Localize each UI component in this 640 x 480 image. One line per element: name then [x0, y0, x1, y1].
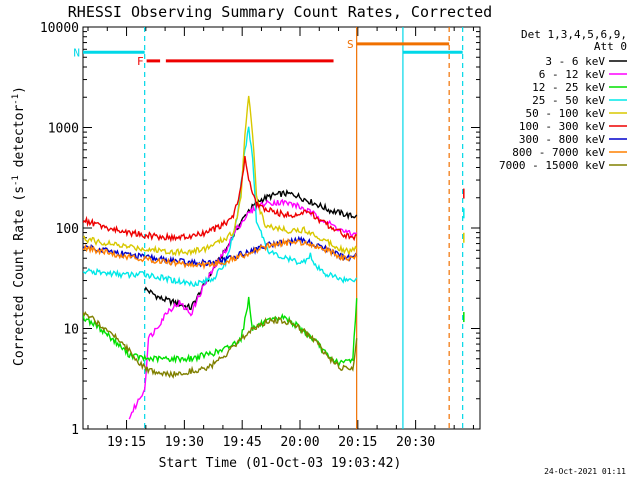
y-tick-label: 1000	[48, 122, 79, 137]
legend-label: 7000 - 15000 keV	[499, 159, 605, 172]
legend-header: Det 1,3,4,5,6,9,	[521, 28, 627, 41]
series-line	[83, 155, 357, 243]
series-line	[83, 126, 358, 287]
legend-label: 800 - 7000 keV	[512, 146, 605, 159]
flag-label: N	[73, 46, 80, 59]
x-tick-label: 20:15	[338, 435, 377, 450]
x-axis-label: Start Time (01-Oct-03 19:03:42)	[159, 456, 402, 471]
series-line	[83, 95, 358, 257]
legend-label: 25 - 50 keV	[532, 94, 605, 107]
y-axis-label: Corrected Count Rate (s-1 detector-1)	[11, 86, 27, 366]
legend-label: 3 - 6 keV	[545, 55, 605, 68]
chart-title: RHESSI Observing Summary Count Rates, Co…	[68, 3, 492, 21]
series-line	[83, 311, 358, 379]
x-tick-label: 20:30	[396, 435, 435, 450]
legend-label: 12 - 25 keV	[532, 81, 605, 94]
y-tick-label: 10	[63, 323, 79, 338]
flag-label: F	[137, 55, 144, 68]
flag-label: S	[347, 38, 354, 51]
legend-label: 50 - 100 keV	[526, 107, 606, 120]
series-line	[83, 235, 358, 268]
plot-area: 1 10 100 1000 10000 19:15 19:30 19:45 20:00 20:15…	[40, 21, 481, 450]
x-tick-label: 19:45	[223, 435, 262, 450]
y-tick-label: 10000	[40, 21, 79, 36]
timestamp: 24-Oct-2021 01:11	[544, 467, 626, 476]
series-line	[83, 237, 358, 271]
legend-label: 6 - 12 keV	[539, 68, 606, 81]
x-tick-label: 19:30	[165, 435, 204, 450]
y-tick-label: 1	[71, 423, 79, 438]
series-line	[83, 296, 358, 367]
x-tick-label: 20:00	[280, 435, 319, 450]
x-tick-label: 19:15	[107, 435, 146, 450]
legend-label: 100 - 300 keV	[519, 120, 605, 133]
legend-label: 300 - 800 keV	[519, 133, 605, 146]
y-tick-label: 100	[56, 222, 79, 237]
legend-header: Att 0	[594, 40, 627, 53]
